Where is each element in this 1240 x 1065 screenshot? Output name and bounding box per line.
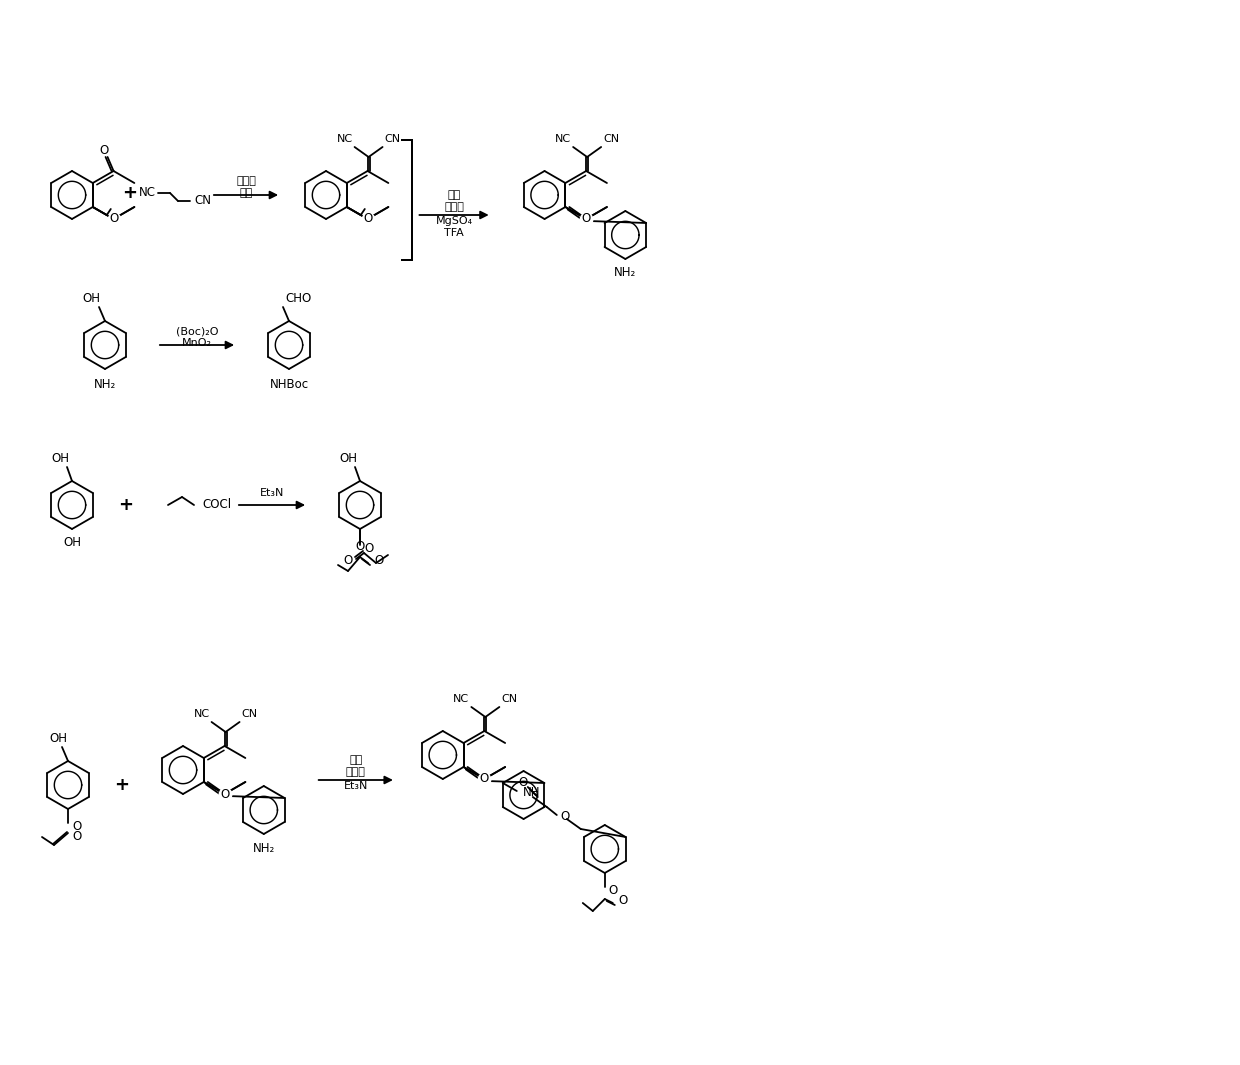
Text: O: O bbox=[109, 213, 118, 226]
Text: O: O bbox=[560, 810, 570, 823]
Text: 乙酸酯: 乙酸酯 bbox=[236, 176, 255, 186]
Text: O: O bbox=[363, 213, 372, 226]
Text: 吵啊: 吵啊 bbox=[350, 755, 362, 765]
Text: NC: NC bbox=[193, 709, 210, 719]
Text: COCl: COCl bbox=[202, 498, 231, 511]
Text: 冰醒酸: 冰醒酸 bbox=[444, 202, 464, 212]
Text: OH: OH bbox=[339, 453, 357, 465]
Text: CN: CN bbox=[603, 134, 619, 144]
Text: O: O bbox=[219, 787, 229, 801]
Text: OH: OH bbox=[63, 537, 81, 550]
Text: 三光气: 三光气 bbox=[346, 767, 366, 777]
Text: CHO: CHO bbox=[285, 293, 311, 306]
Text: CN: CN bbox=[384, 134, 401, 144]
Text: CN: CN bbox=[242, 709, 258, 719]
Text: +: + bbox=[114, 776, 129, 794]
Text: OH: OH bbox=[50, 733, 67, 745]
Text: NC: NC bbox=[139, 186, 156, 199]
Text: NH₂: NH₂ bbox=[614, 266, 636, 279]
Text: O: O bbox=[619, 895, 627, 907]
Text: O: O bbox=[518, 776, 527, 789]
Text: MnO₂: MnO₂ bbox=[182, 338, 212, 348]
Text: TFA: TFA bbox=[444, 228, 464, 237]
Text: NH₂: NH₂ bbox=[94, 377, 117, 391]
Text: O: O bbox=[609, 885, 618, 898]
Text: OH: OH bbox=[51, 453, 69, 465]
Text: +: + bbox=[123, 184, 138, 202]
Text: NC: NC bbox=[556, 134, 572, 144]
Text: MgSO₄: MgSO₄ bbox=[435, 216, 472, 226]
Text: O: O bbox=[582, 213, 590, 226]
Text: NC: NC bbox=[454, 694, 470, 704]
Text: Et₃N: Et₃N bbox=[343, 781, 368, 791]
Text: NHBoc: NHBoc bbox=[269, 377, 309, 391]
Text: +: + bbox=[119, 496, 134, 514]
Text: O: O bbox=[365, 542, 373, 556]
Text: O: O bbox=[343, 555, 352, 568]
Text: CN: CN bbox=[193, 195, 211, 208]
Text: NH: NH bbox=[523, 786, 541, 800]
Text: NC: NC bbox=[336, 134, 352, 144]
Text: O: O bbox=[72, 831, 82, 843]
Text: O: O bbox=[356, 541, 365, 554]
Text: NH₂: NH₂ bbox=[253, 841, 275, 854]
Text: O: O bbox=[480, 772, 489, 786]
Text: OH: OH bbox=[82, 293, 100, 306]
Text: CN: CN bbox=[501, 694, 517, 704]
Text: O: O bbox=[72, 820, 82, 834]
Text: (Boc)₂O: (Boc)₂O bbox=[176, 326, 218, 335]
Text: Et₃N: Et₃N bbox=[260, 488, 284, 498]
Text: 哆啊: 哆啊 bbox=[448, 190, 461, 200]
Text: 回流: 回流 bbox=[239, 189, 253, 198]
Text: O: O bbox=[99, 145, 108, 158]
Text: O: O bbox=[374, 555, 383, 568]
